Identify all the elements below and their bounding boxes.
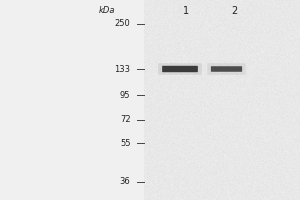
Bar bbox=[144, 0, 300, 200]
FancyBboxPatch shape bbox=[162, 66, 198, 72]
Text: 250: 250 bbox=[115, 20, 130, 28]
Text: 36: 36 bbox=[120, 178, 130, 186]
Text: 72: 72 bbox=[120, 116, 130, 124]
Text: 2: 2 bbox=[231, 6, 237, 16]
Text: 1: 1 bbox=[183, 6, 189, 16]
FancyBboxPatch shape bbox=[211, 66, 242, 72]
Text: 95: 95 bbox=[120, 90, 130, 99]
Text: 55: 55 bbox=[120, 138, 130, 148]
FancyBboxPatch shape bbox=[207, 63, 246, 75]
Text: 133: 133 bbox=[115, 64, 130, 73]
Text: kDa: kDa bbox=[99, 6, 116, 15]
FancyBboxPatch shape bbox=[158, 63, 202, 75]
